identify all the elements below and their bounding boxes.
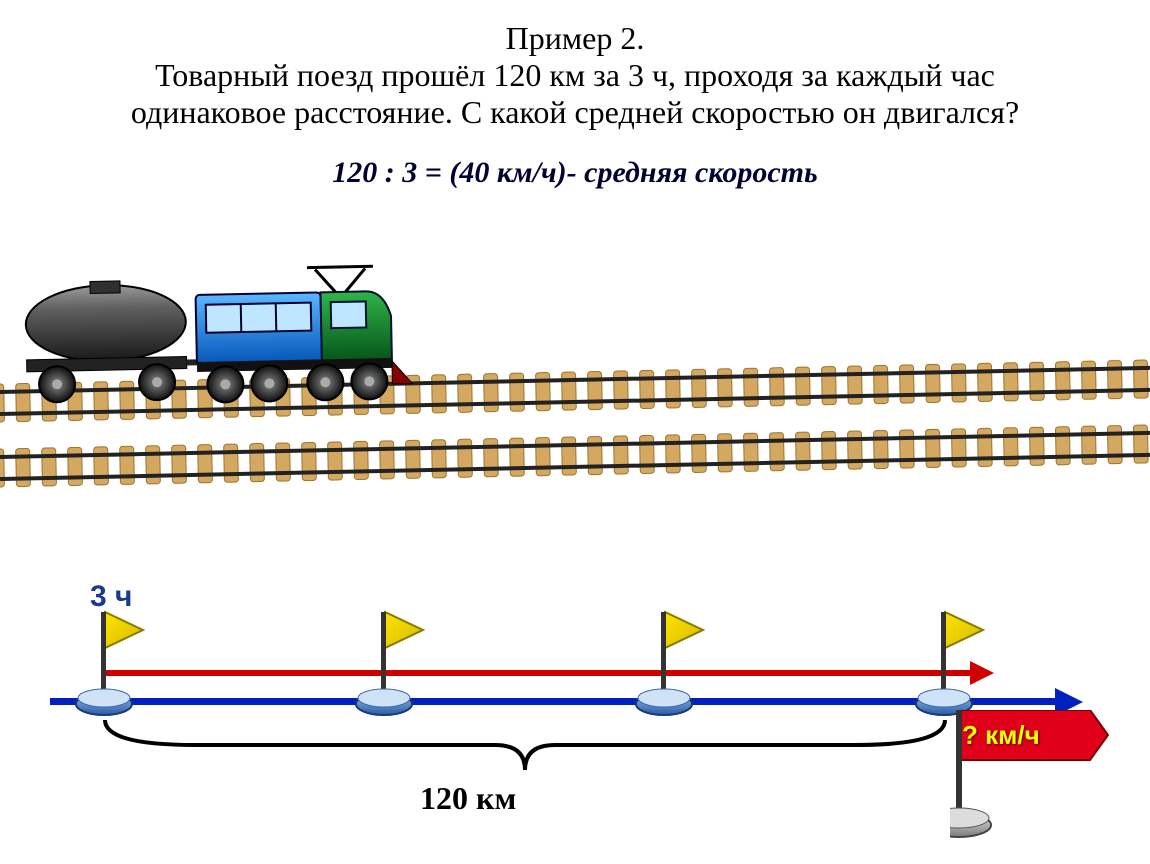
train-diagram <box>0 250 1150 510</box>
answer-flag: ? км/ч <box>950 710 1110 840</box>
example-title: Пример 2. <box>0 20 1150 57</box>
distance-marker <box>355 610 435 710</box>
distance-marker <box>75 610 155 710</box>
problem-line1: Товарный поезд прошёл 120 км за 3 ч, про… <box>0 57 1150 94</box>
number-line: 3 ч <box>50 580 1100 860</box>
problem-line2: одинаковое расстояние. С какой средней с… <box>0 94 1150 131</box>
answer-text: ? км/ч <box>962 720 1040 751</box>
distance-brace <box>95 715 955 775</box>
time-label: 3 ч <box>90 580 132 614</box>
distance-marker <box>635 610 715 710</box>
distance-marker <box>915 610 995 710</box>
red-progress-line <box>105 670 975 676</box>
solution-text: 120 : 3 = (40 км/ч)- средняя скорость <box>0 156 1150 190</box>
blue-axis-line <box>50 698 1060 705</box>
distance-label: 120 км <box>420 780 516 817</box>
